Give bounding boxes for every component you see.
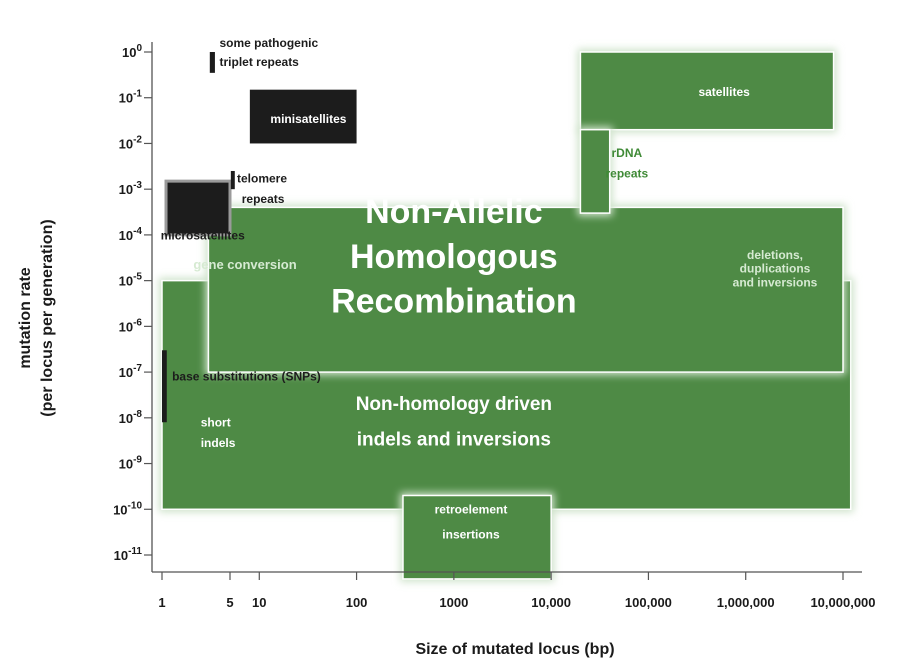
retroelement-region bbox=[399, 492, 555, 582]
y-tick-label: 10-5 bbox=[119, 272, 143, 289]
x-tick-label: 10 bbox=[252, 595, 266, 610]
x-tick-label: 5 bbox=[226, 595, 233, 610]
y-axis-title: mutation rate bbox=[17, 267, 34, 368]
y-tick-label: 10-2 bbox=[119, 134, 143, 151]
y-tick-label: 10-7 bbox=[119, 363, 143, 380]
annotation-label: Recombination bbox=[331, 283, 577, 321]
y-tick-label: 10-10 bbox=[113, 500, 142, 517]
annotation-label: satellites bbox=[698, 85, 750, 99]
annotation-label: and inversions bbox=[733, 275, 818, 289]
rdna-region bbox=[577, 126, 613, 217]
x-tick-label: 1000 bbox=[439, 595, 468, 610]
annotation-label: some pathogenic bbox=[220, 36, 319, 50]
rdna-box bbox=[579, 128, 611, 214]
y-tick-label: 10-9 bbox=[119, 455, 143, 472]
annotation-label: deletions, bbox=[747, 248, 803, 262]
telomere-bar-box bbox=[230, 170, 235, 190]
retroelement-box bbox=[402, 494, 552, 580]
annotation-label: indels and inversions bbox=[357, 429, 551, 450]
x-tick-label: 10,000 bbox=[531, 595, 571, 610]
satellites-box bbox=[579, 51, 835, 131]
x-tick-label: 1,000,000 bbox=[717, 595, 775, 610]
y-tick-label: 100 bbox=[122, 43, 142, 60]
y-axis-subtitle: (per locus per generation) bbox=[39, 219, 56, 416]
x-tick-label: 10,000,000 bbox=[810, 595, 875, 610]
annotation-label: retroelement bbox=[435, 503, 508, 517]
annotation-label: gene conversion bbox=[193, 257, 296, 272]
annotation-label: repeats bbox=[242, 192, 285, 206]
y-tick-label: 10-1 bbox=[119, 89, 143, 106]
y-tick-label: 10-4 bbox=[119, 226, 143, 243]
minisatellites-box bbox=[249, 89, 357, 144]
annotation-label: Homologous bbox=[350, 238, 558, 276]
minisatellites-region bbox=[249, 89, 357, 144]
annotation-label: telomere bbox=[237, 171, 287, 185]
y-tick-label: 10-11 bbox=[114, 546, 143, 563]
x-axis-title: Size of mutated locus (bp) bbox=[415, 641, 614, 658]
x-tick-label: 100 bbox=[346, 595, 368, 610]
snp-bar-box bbox=[162, 350, 167, 423]
annotation-label: repeats bbox=[605, 167, 648, 181]
triplet-bar-region bbox=[209, 52, 215, 73]
y-tick-label: 10-3 bbox=[119, 180, 143, 197]
nahr-region bbox=[205, 204, 846, 376]
ticks-layer: 1 5 10 100 1000 10,000 100,000 1,000,000 10,000,… bbox=[113, 43, 875, 610]
telomere-bar-region bbox=[230, 170, 235, 190]
snp-bar-region bbox=[162, 350, 167, 423]
annotation-label: minisatellites bbox=[270, 112, 346, 126]
triplet-bar-box bbox=[209, 52, 215, 73]
annotation-label: base substitutions (SNPs) bbox=[172, 370, 321, 384]
satellites-region bbox=[577, 49, 837, 133]
axes-layer bbox=[151, 42, 862, 573]
y-tick-label: 10-6 bbox=[119, 317, 143, 334]
annotation-label: Non-Allelic bbox=[365, 193, 543, 231]
annotations-layer: Non-Allelic Homologous Recombination Non-ho… bbox=[161, 36, 818, 542]
annotation-label: insertions bbox=[442, 527, 500, 541]
annotation-label: indels bbox=[201, 436, 236, 450]
x-tick-label: 1 bbox=[158, 595, 165, 610]
annotation-label: short bbox=[201, 415, 231, 429]
annotation-label: microsatellites bbox=[161, 228, 245, 242]
annotation-label: Non-homology driven bbox=[356, 394, 552, 415]
regions-layer bbox=[159, 49, 854, 582]
microsatellites-box bbox=[164, 179, 232, 237]
annotation-label: duplications bbox=[740, 262, 811, 276]
x-tick-label: 100,000 bbox=[625, 595, 672, 610]
nahr-box bbox=[207, 206, 844, 373]
annotation-label: rDNA bbox=[612, 146, 643, 160]
y-tick-label: 10-8 bbox=[119, 409, 143, 426]
microsatellites-region bbox=[164, 179, 232, 237]
annotation-label: triplet repeats bbox=[220, 55, 300, 69]
